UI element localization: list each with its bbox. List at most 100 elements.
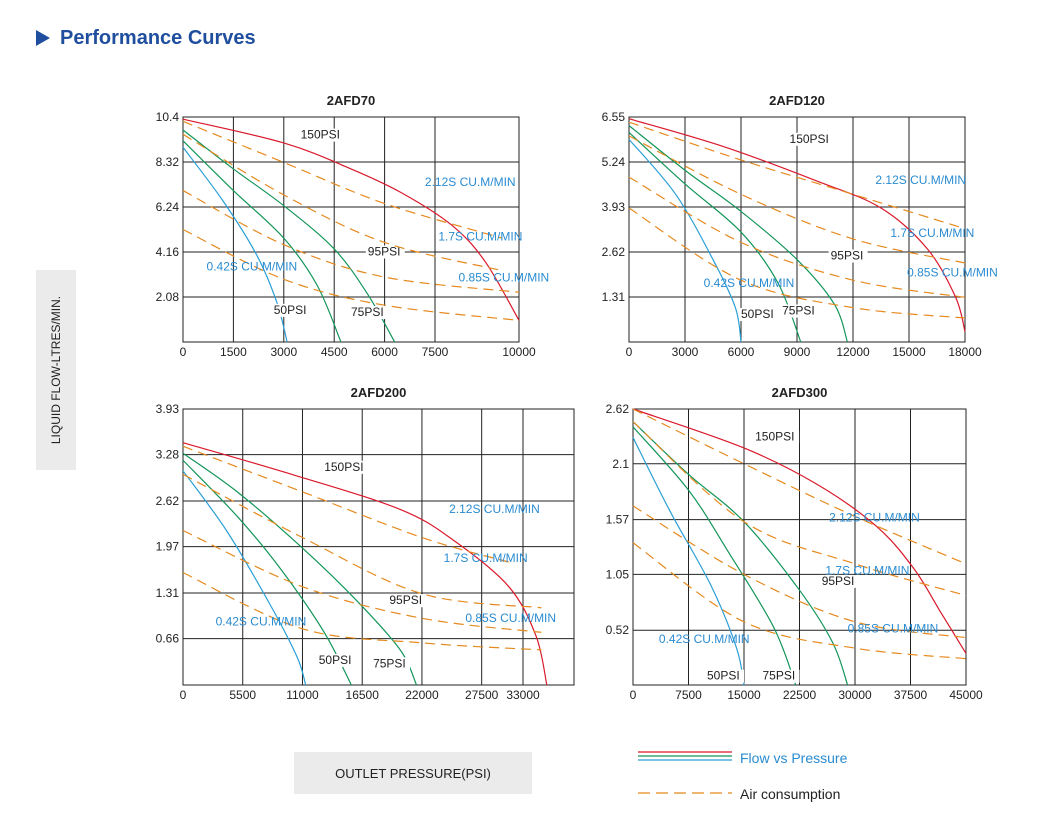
- x-tick-label: 15000: [892, 345, 926, 359]
- series-line: [628, 135, 966, 264]
- series-line: [632, 421, 849, 686]
- x-tick-label: 12000: [836, 345, 870, 359]
- series-label: 2.12S CU.M/MIN: [449, 502, 540, 516]
- x-tick-label: 1500: [220, 345, 247, 359]
- play-triangle-icon: [36, 30, 50, 46]
- series-line: [182, 529, 542, 633]
- y-tick-label: 5.24: [602, 155, 626, 169]
- x-tick-label: 33000: [506, 688, 540, 702]
- series-label: 150PSI: [755, 430, 794, 444]
- series-label: 150PSI: [324, 460, 363, 474]
- x-tick-label: 30000: [838, 688, 872, 702]
- series-line: [632, 426, 797, 686]
- x-tick-label: 6000: [371, 345, 398, 359]
- series-label-bg: [787, 132, 834, 146]
- series-label: 75PSI: [373, 656, 406, 670]
- series-label: 0.42S CU.M/MIN: [207, 260, 298, 274]
- series-line: [632, 542, 967, 660]
- series-line: [182, 470, 307, 686]
- series-line: [632, 437, 745, 686]
- x-tick-label: 16500: [346, 688, 380, 702]
- series-line: [628, 121, 966, 230]
- x-tick-label: 3000: [672, 345, 699, 359]
- series-label: 75PSI: [763, 669, 796, 683]
- series-label: 50PSI: [707, 669, 740, 683]
- legend-swatches: [638, 751, 732, 794]
- y-tick-label: 3.93: [156, 402, 180, 416]
- x-tick-label: 7500: [422, 345, 449, 359]
- series-line: [632, 505, 967, 639]
- series-line: [628, 118, 966, 332]
- y-tick-label: 3.93: [602, 200, 626, 214]
- series-label-bg: [387, 594, 427, 608]
- series-line: [182, 129, 396, 343]
- x-tick-label: 22500: [783, 688, 817, 702]
- y-tick-label: 0.52: [606, 623, 630, 637]
- series-label: 0.85S CU.M/MIN: [848, 621, 939, 635]
- series-label-bg: [349, 306, 388, 320]
- series-line: [182, 452, 418, 686]
- series-label: 0.42S CU.M/MIN: [704, 276, 795, 290]
- x-tick-label: 15000: [727, 688, 761, 702]
- x-tick-label: 22000: [405, 688, 439, 702]
- series-label: 1.7S CU.M/MIN: [890, 226, 974, 240]
- series-label-bg: [365, 245, 405, 259]
- series-label-bg: [739, 307, 778, 321]
- x-tick-label: 0: [180, 688, 187, 702]
- series-label: 50PSI: [741, 307, 774, 321]
- x-tick-label: 37500: [894, 688, 928, 702]
- y-tick-label: 1.05: [606, 567, 630, 581]
- series-label-bg: [316, 653, 356, 667]
- y-tick-label: 1.31: [602, 290, 626, 304]
- legend-flow-label: Flow vs Pressure: [740, 750, 848, 766]
- series-label-bg: [298, 128, 345, 142]
- series-label-bg: [322, 460, 369, 474]
- series-line: [182, 140, 342, 343]
- x-tick-label: 5500: [229, 688, 256, 702]
- series-label-bg: [753, 430, 800, 444]
- series-label: 50PSI: [319, 653, 352, 667]
- series-label: 95PSI: [822, 574, 855, 588]
- y-axis-label: LIQUID FLOW-LTRES/MIN.: [49, 295, 63, 445]
- legend: Flow vs Pressure Air consumption: [636, 745, 936, 809]
- x-tick-label: 11000: [286, 688, 319, 702]
- x-tick-label: 7500: [675, 688, 702, 702]
- y-tick-label: 1.57: [606, 513, 630, 527]
- series-label: 0.42S CU.M/MIN: [216, 614, 307, 628]
- x-tick-label: 27500: [465, 688, 499, 702]
- x-tick-label: 0: [626, 345, 633, 359]
- section-heading: Performance Curves: [36, 22, 256, 54]
- chart-title: 2AFD120: [769, 93, 825, 108]
- y-axis-label-box: [36, 270, 76, 470]
- x-tick-label: 45000: [949, 688, 983, 702]
- chart-title: 2AFD70: [327, 93, 375, 108]
- x-tick-label: 0: [180, 345, 187, 359]
- series-label: 1.7S CU.M/MIN: [444, 551, 528, 565]
- x-tick-label: 0: [630, 688, 637, 702]
- series-label: 150PSI: [301, 128, 340, 142]
- series-label: 0.85S CU.M/MIN: [465, 611, 556, 625]
- series-label: 150PSI: [790, 132, 829, 146]
- series-line: [182, 146, 288, 343]
- series-label-bg: [705, 669, 744, 683]
- y-tick-label: 6.24: [156, 200, 180, 214]
- x-tick-label: 9000: [784, 345, 811, 359]
- series-line: [182, 459, 352, 686]
- series-label: 2.12S CU.M/MIN: [425, 175, 516, 189]
- x-axis-label-box: OUTLET PRESSURE(PSI): [294, 752, 532, 794]
- x-axis-label: OUTLET PRESSURE(PSI): [335, 765, 491, 781]
- series-line: [182, 572, 542, 651]
- series-line: [182, 228, 520, 321]
- series-label-bg: [271, 303, 311, 317]
- series-label-bg: [780, 304, 820, 318]
- chart-title: 2AFD300: [772, 385, 828, 400]
- y-tick-label: 10.4: [156, 110, 180, 124]
- y-tick-label: 0.66: [156, 632, 180, 646]
- series-line: [182, 118, 520, 321]
- series-label: 2.12S CU.M/MIN: [829, 511, 920, 525]
- y-tick-label: 3.28: [156, 448, 180, 462]
- series-line: [632, 421, 967, 597]
- y-tick-label: 2.62: [156, 494, 180, 508]
- y-tick-label: 8.32: [156, 155, 180, 169]
- y-tick-label: 1.97: [156, 540, 180, 554]
